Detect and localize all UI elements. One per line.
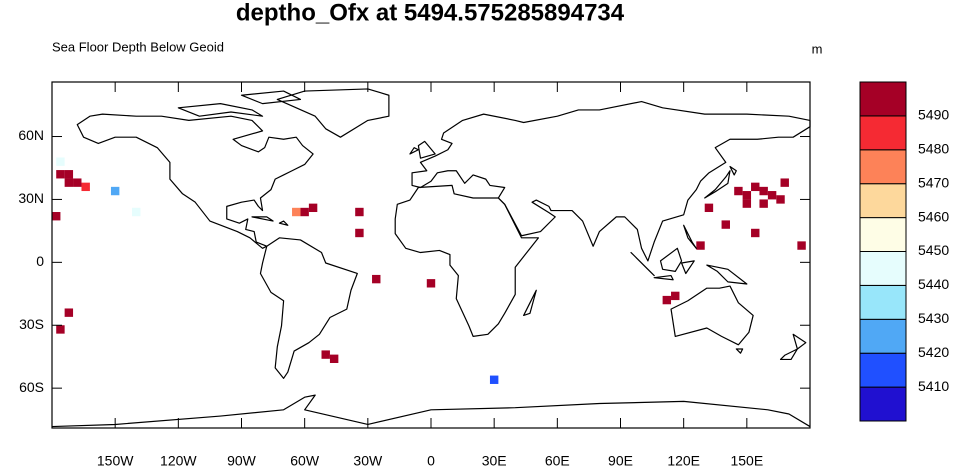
depth-cell: [64, 178, 74, 187]
y-tick-label: 30N: [18, 190, 44, 206]
colorbar-box: [859, 352, 907, 388]
x-tick-label: 60W: [290, 453, 320, 466]
colorbar-box: [859, 183, 907, 219]
data-layer: [52, 157, 806, 384]
depth-cell: [64, 308, 74, 317]
depth-cell: [292, 207, 301, 217]
depth-cell: [56, 170, 65, 179]
colorbar-label: 5470: [918, 174, 949, 190]
map-frame: [51, 81, 811, 429]
colorbar-label: 5430: [918, 310, 949, 326]
depth-cell: [671, 291, 680, 301]
depth-cell: [721, 220, 730, 229]
depth-cell: [73, 178, 82, 187]
depth-cell: [767, 191, 777, 200]
x-tick-label: 90W: [227, 453, 257, 466]
depth-cell: [132, 207, 141, 217]
y-tick-label: 60S: [19, 379, 44, 395]
x-tick-label: 30E: [482, 453, 507, 466]
depth-cell: [321, 350, 330, 359]
depth-cell: [372, 274, 381, 284]
coastlines: [52, 89, 810, 427]
depth-cell: [751, 228, 760, 238]
depth-cell: [780, 178, 789, 187]
depth-cell: [704, 203, 714, 213]
depth-cell: [662, 295, 672, 305]
depth-cell: [81, 182, 90, 192]
colorbar-label: 5460: [918, 208, 949, 224]
colorbar-label: 5420: [918, 344, 949, 360]
axes: 150W 120W 90W 60W 30W 0 30E 60E 90E 120E 150E 60S 30…: [18, 82, 810, 469]
x-tick-label: 60E: [545, 453, 570, 466]
depth-cell: [355, 207, 364, 217]
depth-cell: [759, 186, 768, 196]
colorbar-box: [859, 217, 907, 253]
colorbar: 5410 5420 5430 5440 5450 5460 5470 5480 5490: [859, 81, 949, 422]
colorbar-label: 5490: [918, 107, 949, 123]
x-tick-label: 0: [427, 453, 435, 466]
depth-cell: [300, 207, 309, 217]
depth-cell: [489, 375, 499, 384]
colorbar-box: [859, 284, 907, 320]
colorbar-box: [859, 149, 907, 185]
depth-cell: [355, 228, 364, 238]
depth-cell: [797, 241, 806, 250]
depth-cell: [329, 354, 339, 363]
y-tick-label: 30S: [19, 316, 44, 332]
x-tick-label: 120E: [667, 453, 700, 466]
y-tick-label: 0: [36, 253, 44, 269]
depth-cell: [742, 199, 752, 208]
colorbar-label: 5480: [918, 141, 949, 157]
colorbar-box: [859, 386, 907, 422]
depth-cell: [64, 170, 74, 179]
depth-cell: [742, 191, 752, 200]
depth-cell: [751, 182, 760, 192]
colorbar-label: 5410: [918, 378, 949, 394]
depth-cell: [696, 241, 705, 250]
depth-cell: [110, 186, 120, 196]
colorbar-label: 5440: [918, 276, 949, 292]
subtitle: Sea Floor Depth Below Geoid: [52, 39, 224, 54]
colorbar-box: [859, 318, 907, 354]
colorbar-box: [859, 81, 907, 117]
depth-cell: [56, 157, 65, 166]
colorbar-box: [859, 251, 907, 286]
x-tick-label: 30W: [353, 453, 383, 466]
chart-title: deptho_Ofx at 5494.575285894734: [236, 0, 625, 26]
depth-cell: [759, 199, 768, 208]
x-tick-label: 150W: [97, 453, 134, 466]
units: m: [812, 41, 823, 56]
depth-cell: [52, 212, 61, 221]
depth-cell: [56, 325, 65, 334]
y-tick-label: 60N: [18, 127, 44, 143]
colorbar-label: 5450: [918, 242, 949, 258]
colorbar-box: [859, 115, 907, 151]
depth-cell: [734, 186, 743, 196]
x-tick-label: 120W: [160, 453, 197, 466]
x-tick-label: 90E: [608, 453, 633, 466]
depth-cell: [308, 203, 318, 213]
depth-cell: [426, 279, 436, 288]
x-tick-label: 150E: [730, 453, 763, 466]
depth-cell: [776, 195, 785, 204]
